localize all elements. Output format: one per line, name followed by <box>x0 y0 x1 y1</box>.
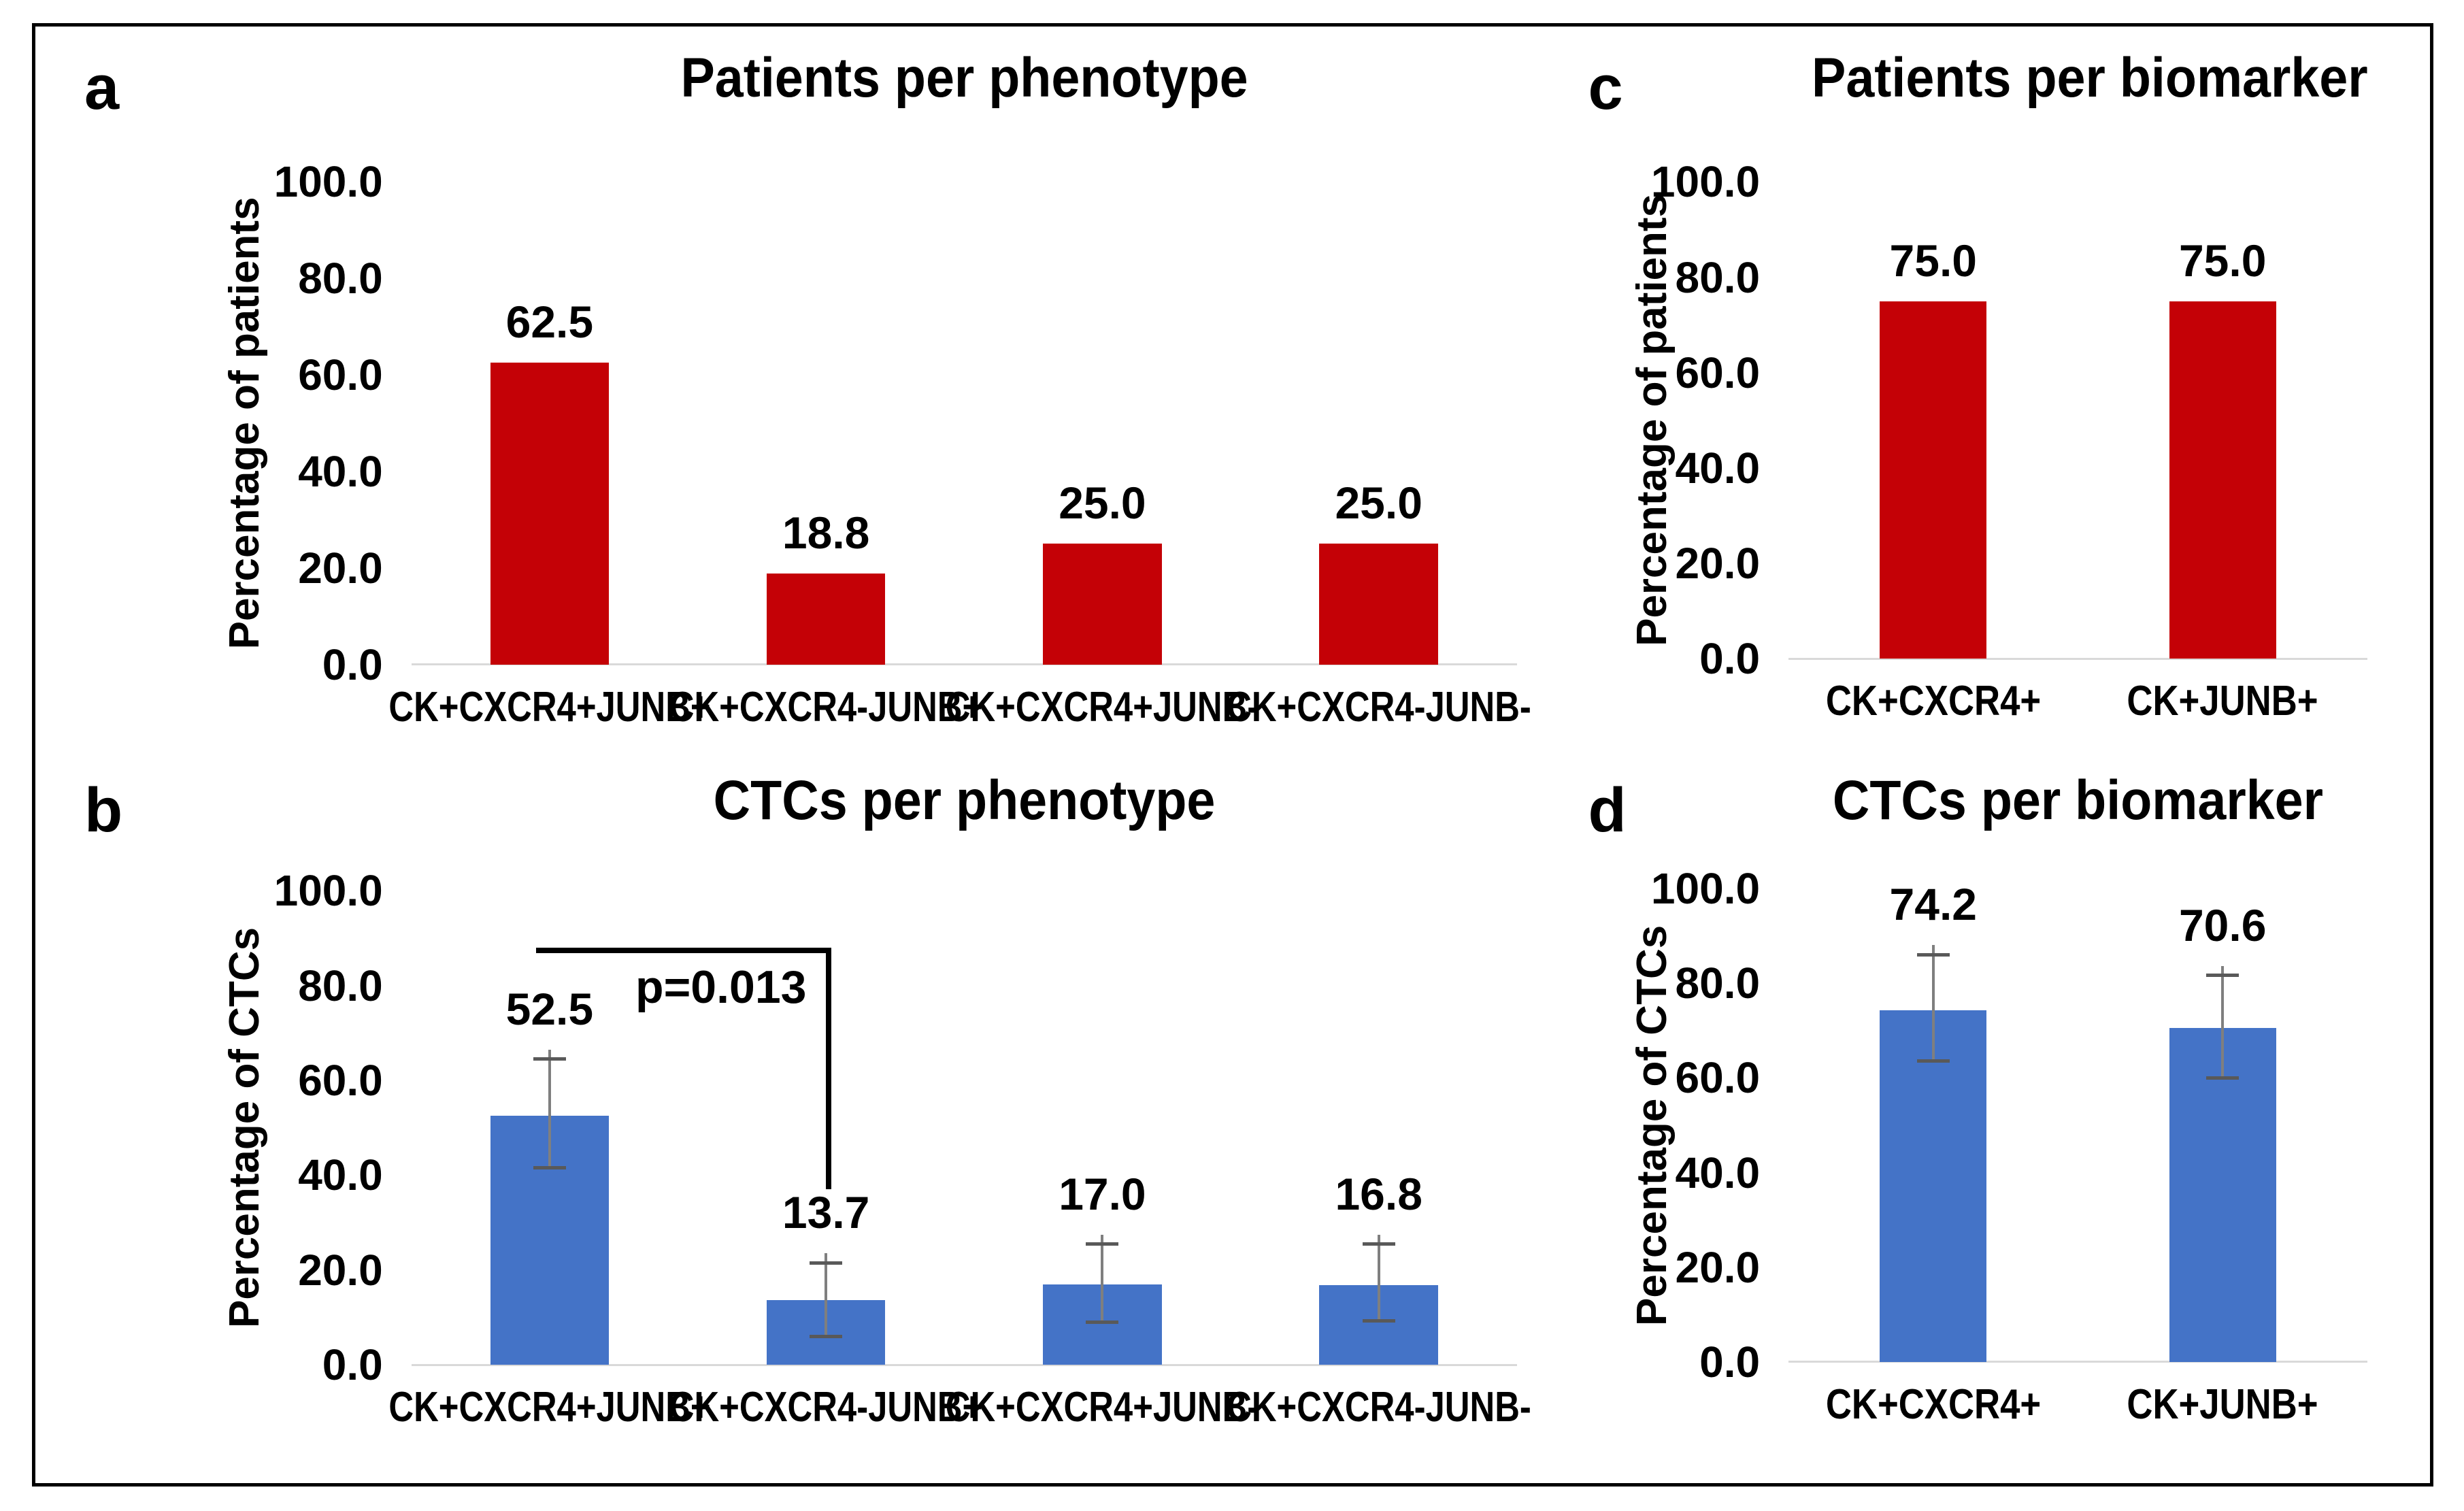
category-label: CK+CXCR4-JUNB- <box>1226 1384 1531 1431</box>
error-bar-cap-bottom <box>1362 1318 1395 1323</box>
y-tick-label: 80.0 <box>298 961 383 1010</box>
bar-value-label: 18.8 <box>782 508 870 559</box>
error-bar-cap-bottom <box>2206 1076 2240 1080</box>
figure-border: a Patients per phenotype Percentage of p… <box>32 23 2433 1487</box>
bar <box>2169 1027 2276 1362</box>
error-bar-cap-top <box>2206 974 2240 978</box>
error-bar-cap-bottom <box>810 1334 843 1338</box>
y-tick-label: 100.0 <box>1650 863 1761 913</box>
y-tick-label: 0.0 <box>1699 634 1761 684</box>
y-tick-label: 60.0 <box>1675 1053 1761 1103</box>
y-tick-label: 80.0 <box>1675 959 1761 1008</box>
bar <box>490 363 610 665</box>
panel-c: c Patients per biomarker Percentage of p… <box>1539 27 2430 749</box>
y-tick-label: 0.0 <box>322 640 383 689</box>
bar-value-label: 17.0 <box>1059 1168 1146 1219</box>
bar <box>766 574 886 665</box>
bar <box>1043 544 1162 665</box>
bar-value-label: 75.0 <box>2178 235 2267 286</box>
error-bar-cap-top <box>810 1261 843 1265</box>
category-label: CK+CXCR4-JUNB- <box>1226 683 1531 731</box>
category-label: CK+CXCR4+JUNB+ <box>388 1384 711 1431</box>
bar <box>1880 1010 1987 1362</box>
significance-bracket-horizontal <box>535 947 832 953</box>
category-label: CK+CXCR4+ <box>1825 1380 2041 1428</box>
error-bar-cap-top <box>1916 952 1950 957</box>
y-tick-label: 100.0 <box>273 157 383 207</box>
bar <box>1319 544 1439 665</box>
error-bar-line <box>1931 945 1935 1061</box>
chart-title-b: CTCs per phenotype <box>713 769 1216 831</box>
bar-value-label: 75.0 <box>1889 235 1977 286</box>
p-value-label: p=0.013 <box>635 961 807 1013</box>
bar <box>1880 301 1987 659</box>
error-bar-cap-top <box>1086 1242 1119 1246</box>
error-bar-cap-top <box>533 1057 566 1061</box>
bar-value-label: 16.8 <box>1335 1168 1422 1219</box>
panel-b: b CTCs per phenotype Percentage of CTCs … <box>35 749 1539 1483</box>
error-bar-cap-top <box>1362 1242 1395 1246</box>
bar-value-label: 52.5 <box>505 983 594 1034</box>
category-label: CK+JUNB+ <box>2127 1380 2318 1428</box>
chart-title-d: CTCs per biomarker <box>1832 769 2324 831</box>
category-label: CK+CXCR4+JUNB- <box>946 1384 1259 1431</box>
y-tick-label: 40.0 <box>1675 443 1761 493</box>
x-axis-line <box>1788 657 2367 660</box>
error-bar-line <box>2221 966 2225 1078</box>
significance-bracket-vertical <box>826 947 832 1190</box>
bar-value-label: 13.7 <box>782 1187 870 1238</box>
panel-letter-d: d <box>1588 775 1627 845</box>
y-tick-label: 60.0 <box>1675 348 1761 397</box>
y-tick-label: 0.0 <box>1699 1337 1761 1387</box>
y-tick-label: 20.0 <box>298 543 383 593</box>
bar-value-label: 70.6 <box>2178 900 2267 951</box>
error-bar-line <box>548 1049 551 1168</box>
panel-letter-a: a <box>84 53 120 122</box>
error-bar-cap-bottom <box>1086 1320 1119 1324</box>
bar-value-label: 74.2 <box>1889 879 1977 930</box>
y-tick-label: 80.0 <box>1675 252 1761 302</box>
bar <box>2169 301 2276 659</box>
y-tick-label: 0.0 <box>322 1340 383 1390</box>
error-bar-line <box>1377 1234 1380 1321</box>
y-tick-label: 80.0 <box>298 254 383 303</box>
x-axis-line <box>1788 1361 2367 1363</box>
error-bar-line <box>825 1253 828 1337</box>
y-tick-label: 20.0 <box>1675 539 1761 588</box>
y-tick-label: 40.0 <box>298 446 383 496</box>
y-tick-label: 60.0 <box>298 1055 383 1105</box>
x-axis-line <box>411 663 1517 666</box>
y-tick-label: 60.0 <box>298 350 383 400</box>
chart-title-c: Patients per biomarker <box>1812 47 2368 109</box>
bar-value-label: 62.5 <box>505 297 594 348</box>
chart-title-a: Patients per phenotype <box>680 47 1248 109</box>
bar-value-label: 25.0 <box>1059 478 1146 529</box>
error-bar-line <box>1101 1234 1104 1323</box>
y-tick-label: 100.0 <box>273 866 383 916</box>
category-label: CK+CXCR4-JUNB+ <box>669 1384 983 1431</box>
panel-d: d CTCs per biomarker Percentage of CTCs … <box>1539 749 2430 1483</box>
y-tick-label: 20.0 <box>298 1245 383 1295</box>
category-label: CK+JUNB+ <box>2127 678 2318 725</box>
panel-letter-c: c <box>1588 53 1623 122</box>
category-label: CK+CXCR4+JUNB- <box>946 683 1259 731</box>
error-bar-cap-bottom <box>533 1166 566 1170</box>
y-tick-label: 40.0 <box>298 1150 383 1200</box>
panel-letter-b: b <box>84 775 123 845</box>
category-label: CK+CXCR4-JUNB+ <box>669 683 983 731</box>
category-label: CK+CXCR4+ <box>1825 678 2041 725</box>
y-tick-label: 40.0 <box>1675 1148 1761 1197</box>
y-tick-label: 20.0 <box>1675 1242 1761 1292</box>
panel-a: a Patients per phenotype Percentage of p… <box>35 27 1539 749</box>
category-label: CK+CXCR4+JUNB+ <box>388 683 711 731</box>
y-tick-label: 100.0 <box>1650 157 1761 207</box>
bar-value-label: 25.0 <box>1335 478 1422 529</box>
error-bar-cap-bottom <box>1916 1059 1950 1063</box>
x-axis-line <box>411 1363 1517 1366</box>
